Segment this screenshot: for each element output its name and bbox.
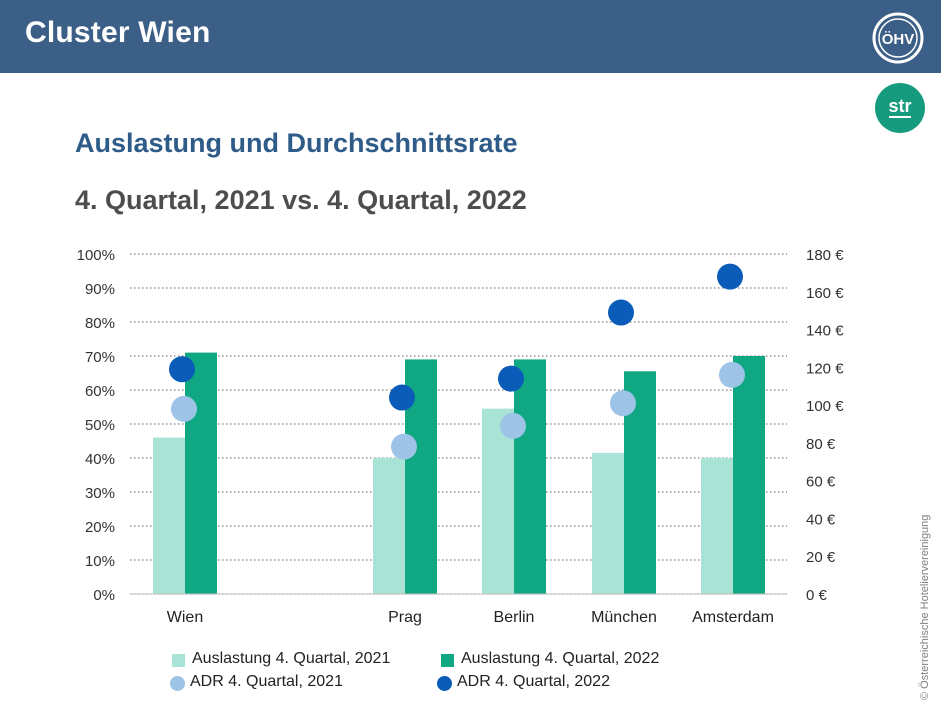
bar-occ-2021: [701, 458, 733, 594]
y-left-tick-label: 60%: [85, 383, 115, 400]
bar-occ-2021: [482, 408, 514, 594]
y-left-tick-label: 0%: [93, 587, 115, 604]
header-title: Cluster Wien: [25, 16, 211, 49]
point-adr-2021: [610, 390, 636, 417]
legend-swatch-occ-2021: [172, 654, 185, 667]
x-tick-label: München: [591, 609, 657, 626]
point-adr-2021: [719, 361, 745, 388]
bar-occ-2022: [733, 356, 765, 594]
point-adr-2022: [389, 384, 415, 411]
x-tick-label: Prag: [388, 609, 422, 626]
y-left-tick-label: 10%: [85, 553, 115, 570]
y-left-tick-label: 30%: [85, 485, 115, 502]
chart-title: Auslastung und Durchschnittsrate: [75, 128, 518, 158]
y-left-tick-label: 80%: [85, 315, 115, 332]
bar-occ-2022: [514, 359, 546, 594]
legend-label-occ-2021: Auslastung 4. Quartal, 2021: [192, 650, 391, 667]
point-adr-2021: [171, 395, 197, 422]
y-left-tick-label: 70%: [85, 349, 115, 366]
bar-occ-2021: [373, 458, 405, 594]
y-right-tick-label: 100 €: [806, 398, 844, 415]
str-logo: str: [875, 83, 925, 133]
point-adr-2022: [608, 299, 634, 326]
legend-dot-adr-2021: [170, 676, 185, 691]
point-adr-2021: [500, 412, 526, 439]
point-adr-2022: [717, 263, 743, 290]
y-right-tick-label: 20 €: [806, 549, 836, 566]
y-right-tick-label: 140 €: [806, 323, 844, 340]
y-left-tick-label: 100%: [77, 247, 115, 264]
bar-occ-2022: [185, 352, 217, 594]
y-left-tick-label: 40%: [85, 451, 115, 468]
ohv-logo: ÖHV: [872, 12, 924, 64]
copyright-credit: © Österreichische Hoteliervereinigung: [919, 514, 931, 700]
y-right-tick-label: 160 €: [806, 285, 844, 302]
legend-swatch-occ-2022: [441, 654, 454, 667]
chart-subtitle: 4. Quartal, 2021 vs. 4. Quartal, 2022: [75, 185, 527, 215]
y-left-tick-label: 90%: [85, 281, 115, 298]
y-left-tick-label: 20%: [85, 519, 115, 536]
ohv-logo-text: ÖHV: [882, 31, 915, 48]
x-tick-label: Amsterdam: [692, 609, 774, 626]
y-right-tick-label: 40 €: [806, 511, 836, 528]
legend-dot-adr-2022: [437, 676, 452, 691]
x-tick-label: Berlin: [494, 609, 535, 626]
y-right-tick-label: 180 €: [806, 247, 844, 264]
str-logo-text: str: [888, 96, 911, 116]
legend-label-adr-2021: ADR 4. Quartal, 2021: [190, 673, 343, 690]
legend-label-occ-2022: Auslastung 4. Quartal, 2022: [461, 650, 660, 667]
point-adr-2022: [169, 356, 195, 383]
y-left-tick-label: 50%: [85, 417, 115, 434]
y-right-tick-label: 60 €: [806, 474, 836, 491]
legend-label-adr-2022: ADR 4. Quartal, 2022: [457, 673, 610, 690]
point-adr-2021: [391, 433, 417, 460]
y-right-tick-label: 0 €: [806, 587, 828, 604]
bar-occ-2021: [592, 452, 624, 594]
y-right-tick-label: 120 €: [806, 360, 844, 377]
bar-occ-2021: [153, 437, 185, 594]
header-bar: Cluster Wien ÖHV: [0, 0, 941, 73]
point-adr-2022: [498, 365, 524, 392]
x-tick-label: Wien: [167, 609, 203, 626]
y-right-tick-label: 80 €: [806, 436, 836, 453]
